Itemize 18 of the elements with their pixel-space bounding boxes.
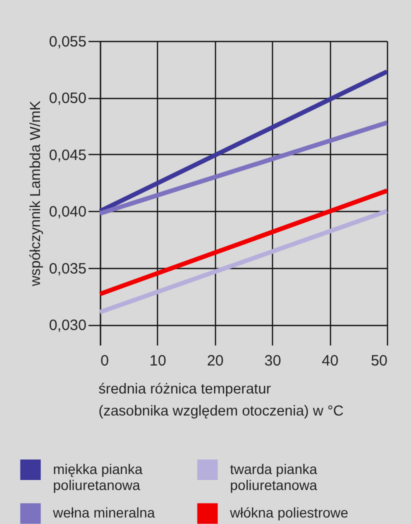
x-tick-label: 20 (206, 352, 224, 370)
x-axis-title: średnia różnica temperatur (zasobnika względem otoczenia) w °C (98, 382, 344, 420)
legend-label: włókna poliestrowe (229, 504, 348, 520)
y-tick-label: 0,035 (48, 260, 86, 278)
y-tick-label: 0,030 (48, 317, 86, 334)
legend-label: twarda pianka poliuretanowa (230, 460, 318, 493)
legend-label: wełna mineralna (52, 504, 156, 520)
y-tick-label: 0,045 (48, 146, 86, 164)
x-tick-label: 10 (150, 352, 166, 370)
x-tick-label: 30 (264, 352, 282, 370)
x-tick-label: 40 (322, 352, 338, 370)
legend-label: miękka pianka poliuretanowa (53, 460, 143, 493)
y-tick-label: 0,050 (48, 90, 86, 108)
x-tick-label: 0 (100, 352, 109, 370)
y-axis-title: współczynnik Lambda W/mK (28, 100, 44, 288)
y-tick-label: 0,055 (48, 34, 86, 50)
y-tick-label: 0,040 (48, 204, 86, 221)
x-tick-label: 50 (370, 352, 388, 370)
